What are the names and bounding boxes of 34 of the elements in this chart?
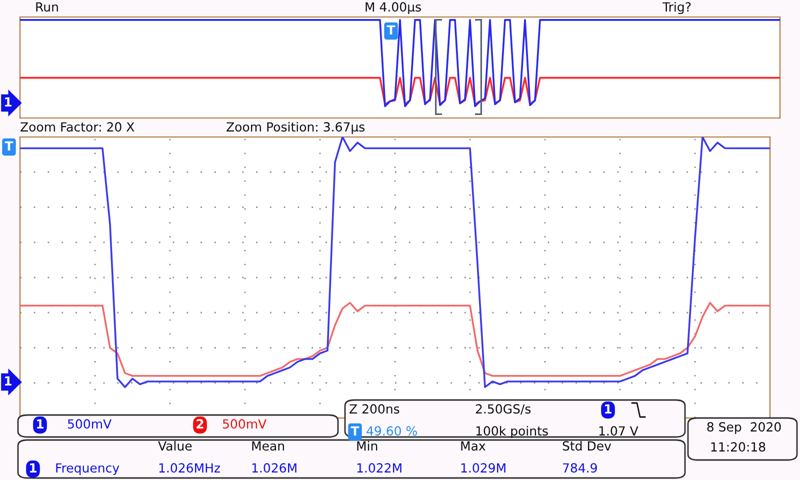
text: Mean [252, 441, 284, 451]
annotation: 2.50GS/s [476, 404, 531, 415]
text: 1.029M [461, 463, 506, 473]
text: 100k points [476, 426, 548, 438]
text: Zoom Factor: 20 X [20, 122, 134, 132]
text: Std Dev [562, 440, 612, 451]
text: 8 Sep 2020 [707, 422, 781, 434]
text: 784.9 [563, 463, 597, 473]
text: 1 [30, 463, 36, 472]
text: 1 [5, 376, 12, 386]
text: M 4.00µs [366, 2, 421, 14]
text: Max [461, 441, 486, 451]
text: 1.022M [357, 463, 402, 473]
text: T [350, 426, 360, 436]
text: 500mV [222, 419, 266, 429]
text: 2 [196, 419, 204, 428]
text: 11:20:18 [711, 442, 766, 452]
text: 1.026M [252, 463, 296, 473]
text: Frequency [56, 463, 120, 476]
text: 500mV [68, 419, 112, 429]
annotation: T [386, 25, 396, 34]
annotation: Z 200ns [350, 404, 400, 414]
text: 49.60 % [366, 426, 417, 436]
text: Zoom Position: 3.67µs [226, 122, 365, 134]
text: T [4, 141, 14, 150]
text: Trig? [662, 2, 691, 14]
annotation: 1 [605, 404, 612, 414]
text: Run [36, 2, 58, 12]
text: Min [357, 440, 378, 450]
text: 1 [37, 419, 44, 428]
text: 1.07 V [599, 426, 638, 436]
text: 1 [5, 97, 12, 106]
text: Value [158, 440, 192, 451]
text: 1.026MHz [159, 463, 220, 473]
